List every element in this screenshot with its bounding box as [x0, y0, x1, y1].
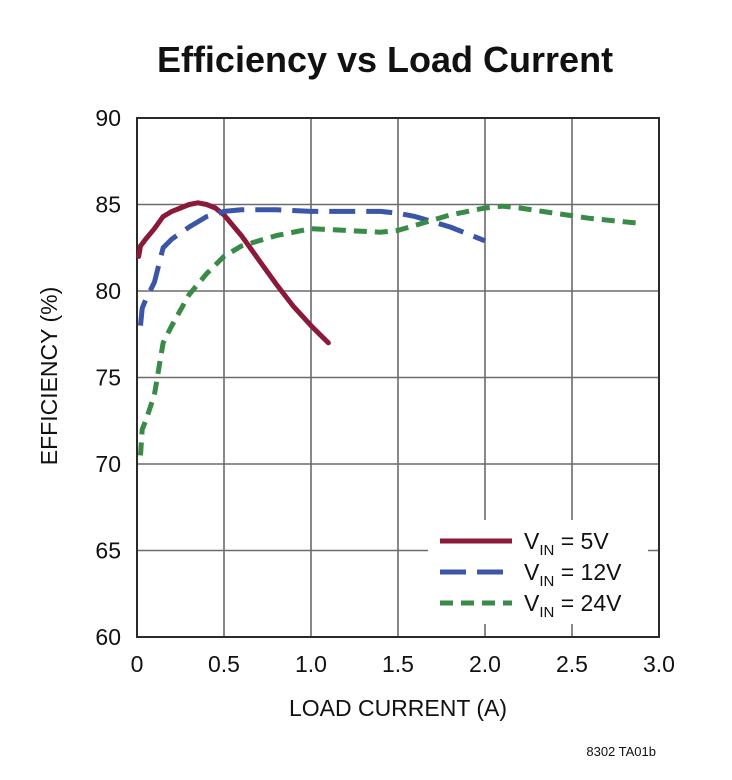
y-tick-label: 70 — [95, 451, 121, 477]
legend-label: VIN = 5V — [524, 528, 609, 559]
x-tick-label: 0 — [131, 651, 144, 677]
y-tick-label: 60 — [95, 624, 121, 650]
x-tick-labels: 0 0.5 1.0 1.5 2.0 2.5 3.0 — [131, 651, 675, 677]
y-tick-labels: 60 65 70 75 80 85 90 — [95, 105, 121, 650]
x-tick-label: 3.0 — [643, 651, 675, 677]
x-axis-label: LOAD CURRENT (A) — [289, 695, 507, 721]
y-tick-label: 85 — [95, 192, 121, 218]
grid — [137, 118, 659, 637]
series-lines — [136, 200, 642, 456]
y-tick-label: 65 — [95, 538, 121, 564]
plot-frame — [136, 117, 660, 638]
figure-id: 8302 TA01b — [586, 744, 656, 759]
chart-title: Efficiency vs Load Current — [157, 39, 613, 80]
x-tick-label: 1.0 — [295, 651, 327, 677]
x-tick-label: 2.0 — [469, 651, 501, 677]
legend-label: VIN = 24V — [524, 590, 622, 621]
x-tick-label: 1.5 — [382, 651, 414, 677]
series-line-vin-12v — [138, 207, 486, 326]
series-line-vin-24v — [138, 203, 642, 456]
x-tick-label: 2.5 — [556, 651, 588, 677]
y-tick-label: 75 — [95, 365, 121, 391]
y-axis-label: EFFICIENCY (%) — [36, 287, 62, 465]
legend-label: VIN = 12V — [524, 559, 622, 590]
series-line-vin-5v — [136, 200, 331, 346]
y-tick-label: 80 — [95, 278, 121, 304]
y-tick-label: 90 — [95, 105, 121, 131]
x-tick-label: 0.5 — [208, 651, 240, 677]
